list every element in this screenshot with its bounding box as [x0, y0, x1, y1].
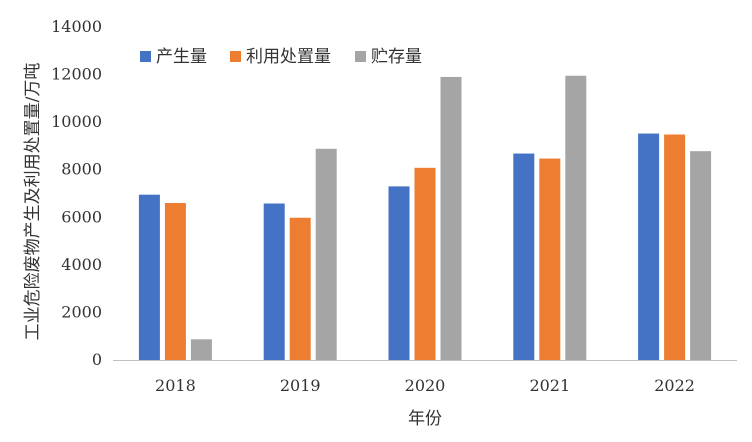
bar-2020-利用处置量	[414, 167, 436, 360]
legend-label: 贮存量	[371, 47, 422, 67]
x-tick-label: 2021	[529, 376, 570, 395]
bar-2021-利用处置量	[539, 158, 561, 360]
legend: 产生量 利用处置量 贮存量	[140, 47, 422, 67]
legend-swatch	[140, 51, 151, 62]
bar-2020-产生量	[388, 186, 410, 360]
y-tick-label: 8000	[61, 160, 102, 179]
bar-2022-贮存量	[690, 151, 712, 360]
y-axis-title: 工业危险废物产生及利用处置量/万吨	[23, 63, 43, 341]
bars	[138, 75, 712, 360]
x-tick-label: 2019	[280, 376, 321, 395]
bar-2019-产生量	[263, 203, 285, 360]
legend-swatch	[230, 51, 241, 62]
bar-2018-利用处置量	[164, 203, 186, 360]
bar-2019-利用处置量	[289, 217, 311, 360]
legend-swatch	[355, 51, 366, 62]
y-tick-label: 12000	[51, 65, 102, 84]
bar-2022-利用处置量	[664, 134, 686, 360]
x-tick-label: 2020	[405, 376, 446, 395]
bar-2021-产生量	[513, 153, 535, 360]
bar-2018-贮存量	[190, 339, 212, 360]
y-tick-label: 0	[92, 350, 102, 369]
y-tick-label: 14000	[51, 17, 102, 36]
bar-2022-产生量	[638, 133, 660, 360]
bar-2021-贮存量	[565, 75, 587, 360]
bar-2019-贮存量	[315, 148, 337, 360]
bar-2020-贮存量	[440, 76, 462, 360]
x-axis-title: 年份	[408, 409, 442, 429]
y-tick-label: 2000	[61, 302, 102, 321]
bar-2018-产生量	[138, 194, 160, 360]
y-tick-label: 4000	[61, 255, 102, 274]
y-axis-ticks: 0 2000 4000 6000 8000 10000 12000 14000	[51, 17, 102, 369]
x-tick-label: 2022	[654, 376, 695, 395]
y-tick-label: 10000	[51, 112, 102, 131]
x-tick-label: 2018	[155, 376, 196, 395]
x-axis-ticks: 2018 2019 2020 2021 2022	[155, 376, 695, 395]
legend-label: 利用处置量	[246, 47, 331, 67]
y-tick-label: 6000	[61, 207, 102, 226]
legend-label: 产生量	[156, 47, 207, 67]
